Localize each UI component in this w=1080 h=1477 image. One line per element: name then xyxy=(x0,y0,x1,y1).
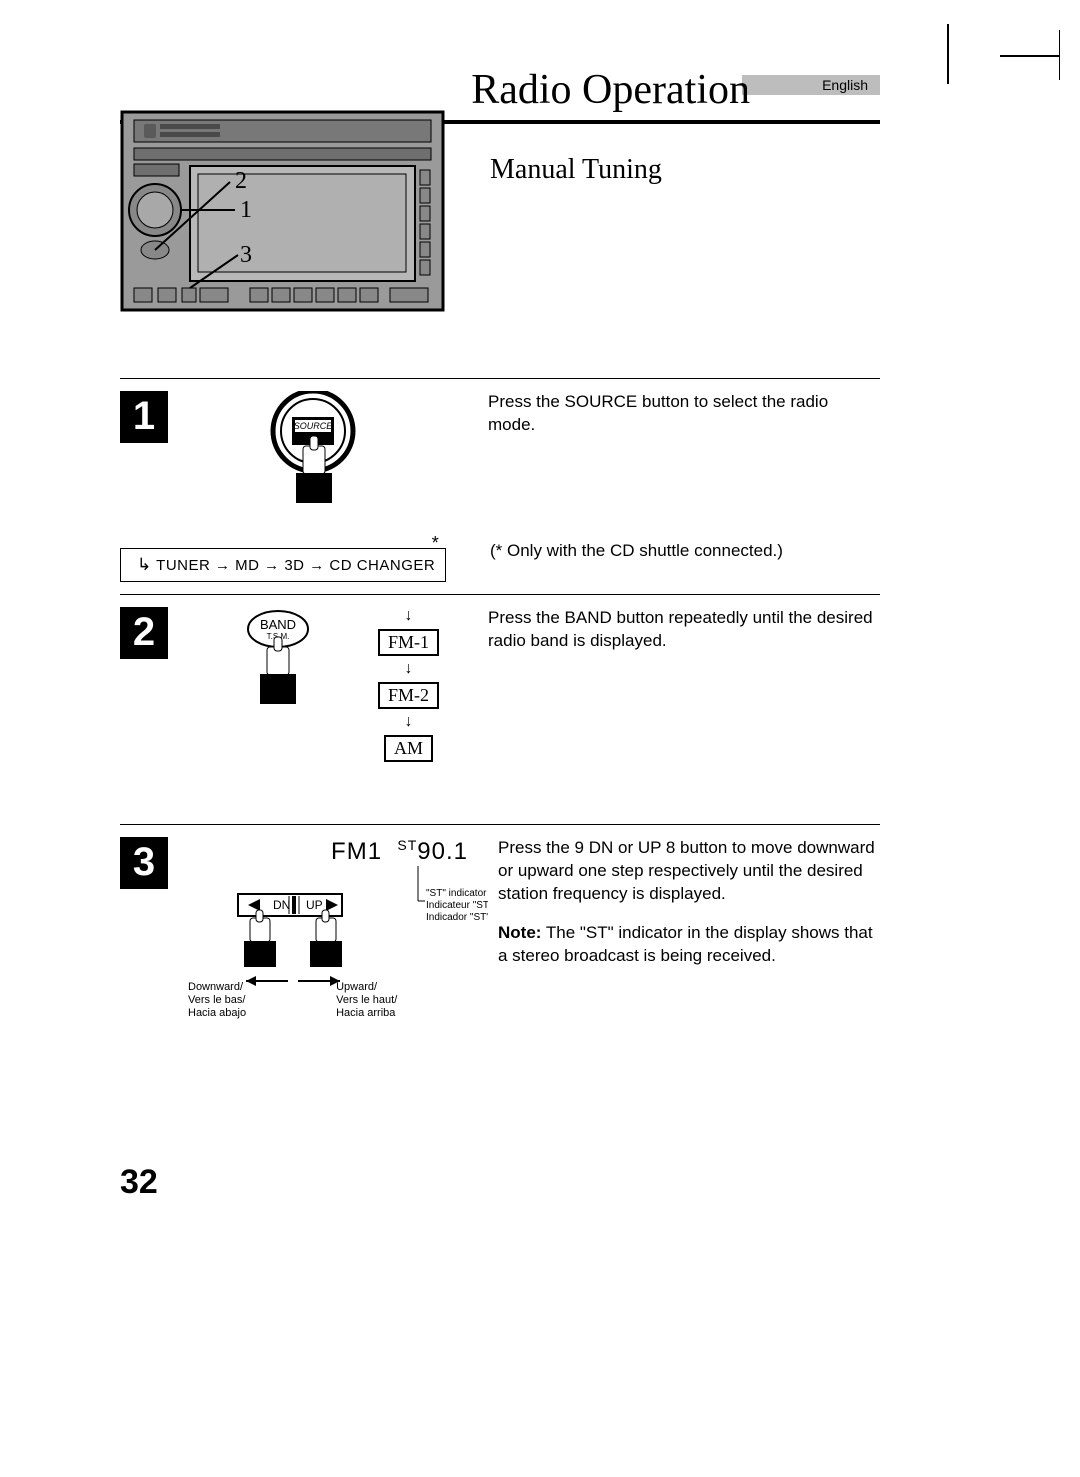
callout-2: 2 xyxy=(235,168,247,194)
seq-cd: CD CHANGER xyxy=(329,557,435,574)
seq-3d: 3D xyxy=(284,557,304,574)
arrow-down-icon: ↓ xyxy=(405,660,413,678)
note-label: Note: xyxy=(498,923,541,942)
svg-text:"ST" indicator: "ST" indicator xyxy=(426,888,487,899)
crop-v xyxy=(947,24,949,84)
svg-text:BAND: BAND xyxy=(260,617,296,632)
source-sequence: * ↳ TUNER → MD → 3D → CD CHANGER xyxy=(120,548,446,582)
step-1-text: Press the SOURCE button to select the ra… xyxy=(488,391,880,516)
seq-md: MD xyxy=(235,557,259,574)
sequence-note: (* Only with the CD shuttle connected.) xyxy=(490,540,783,563)
downward-label: Downward/ Vers le bas/ Hacia abajo xyxy=(188,981,246,1021)
display-band: FM1 xyxy=(331,838,382,865)
callout-1: 1 xyxy=(240,197,252,223)
step-2-text: Press the BAND button repeatedly until t… xyxy=(488,607,880,762)
device-diagram: 1 2 3 xyxy=(120,110,445,315)
page-title: Radio Operation xyxy=(120,66,750,114)
upward-label: Upward/ Vers le haut/ Hacia arriba xyxy=(336,981,397,1021)
step-1: 1 SOURCE Press the SOURCE button to sele… xyxy=(120,378,880,516)
seq-tuner: TUNER xyxy=(156,557,210,574)
step-1-graphic: SOURCE xyxy=(188,391,468,516)
display-freq: 90.1 xyxy=(417,838,468,865)
asterisk: * xyxy=(432,533,440,554)
section-title: Manual Tuning xyxy=(490,154,880,186)
step-3-text: Press the 9 DN or UP 8 button to move do… xyxy=(498,837,880,1021)
svg-text:UP: UP xyxy=(306,898,323,912)
step-number: 1 xyxy=(120,391,168,443)
arrow-down-icon: ↓ xyxy=(405,607,413,625)
svg-text:Indicador "ST": Indicador "ST" xyxy=(426,912,488,923)
step-2: 2 BAND T.S.M. ↓ FM-1 ↓ FM-2 ↓ AM Press t… xyxy=(120,594,880,762)
band-sequence: ↓ FM-1 ↓ FM-2 ↓ AM xyxy=(378,607,439,762)
arrow-down-icon: ↓ xyxy=(405,713,413,731)
svg-text:SOURCE: SOURCE xyxy=(294,421,334,431)
display-st: ST xyxy=(397,837,417,853)
callout-3: 3 xyxy=(240,242,252,268)
svg-text:DN: DN xyxy=(273,898,290,912)
frequency-display: FM1 ST90.1 xyxy=(188,837,468,866)
step-number: 2 xyxy=(120,607,168,659)
band-fm1: FM-1 xyxy=(378,629,439,656)
crop-h xyxy=(1000,55,1060,57)
language-label: English xyxy=(742,75,880,95)
page-number: 32 xyxy=(120,1163,158,1202)
step-3-graphic: FM1 ST90.1 DN UP xyxy=(188,837,478,1021)
note-text: The "ST" indicator in the display shows … xyxy=(498,923,873,965)
band-am: AM xyxy=(384,735,433,762)
band-fm2: FM-2 xyxy=(378,682,439,709)
crop-marks xyxy=(850,30,1060,80)
step-number: 3 xyxy=(120,837,168,889)
step-2-graphic: BAND T.S.M. ↓ FM-1 ↓ FM-2 ↓ AM xyxy=(188,607,468,762)
svg-text:Indicateur "ST"/: Indicateur "ST"/ xyxy=(426,900,488,911)
step-3: 3 FM1 ST90.1 DN UP xyxy=(120,824,880,1021)
